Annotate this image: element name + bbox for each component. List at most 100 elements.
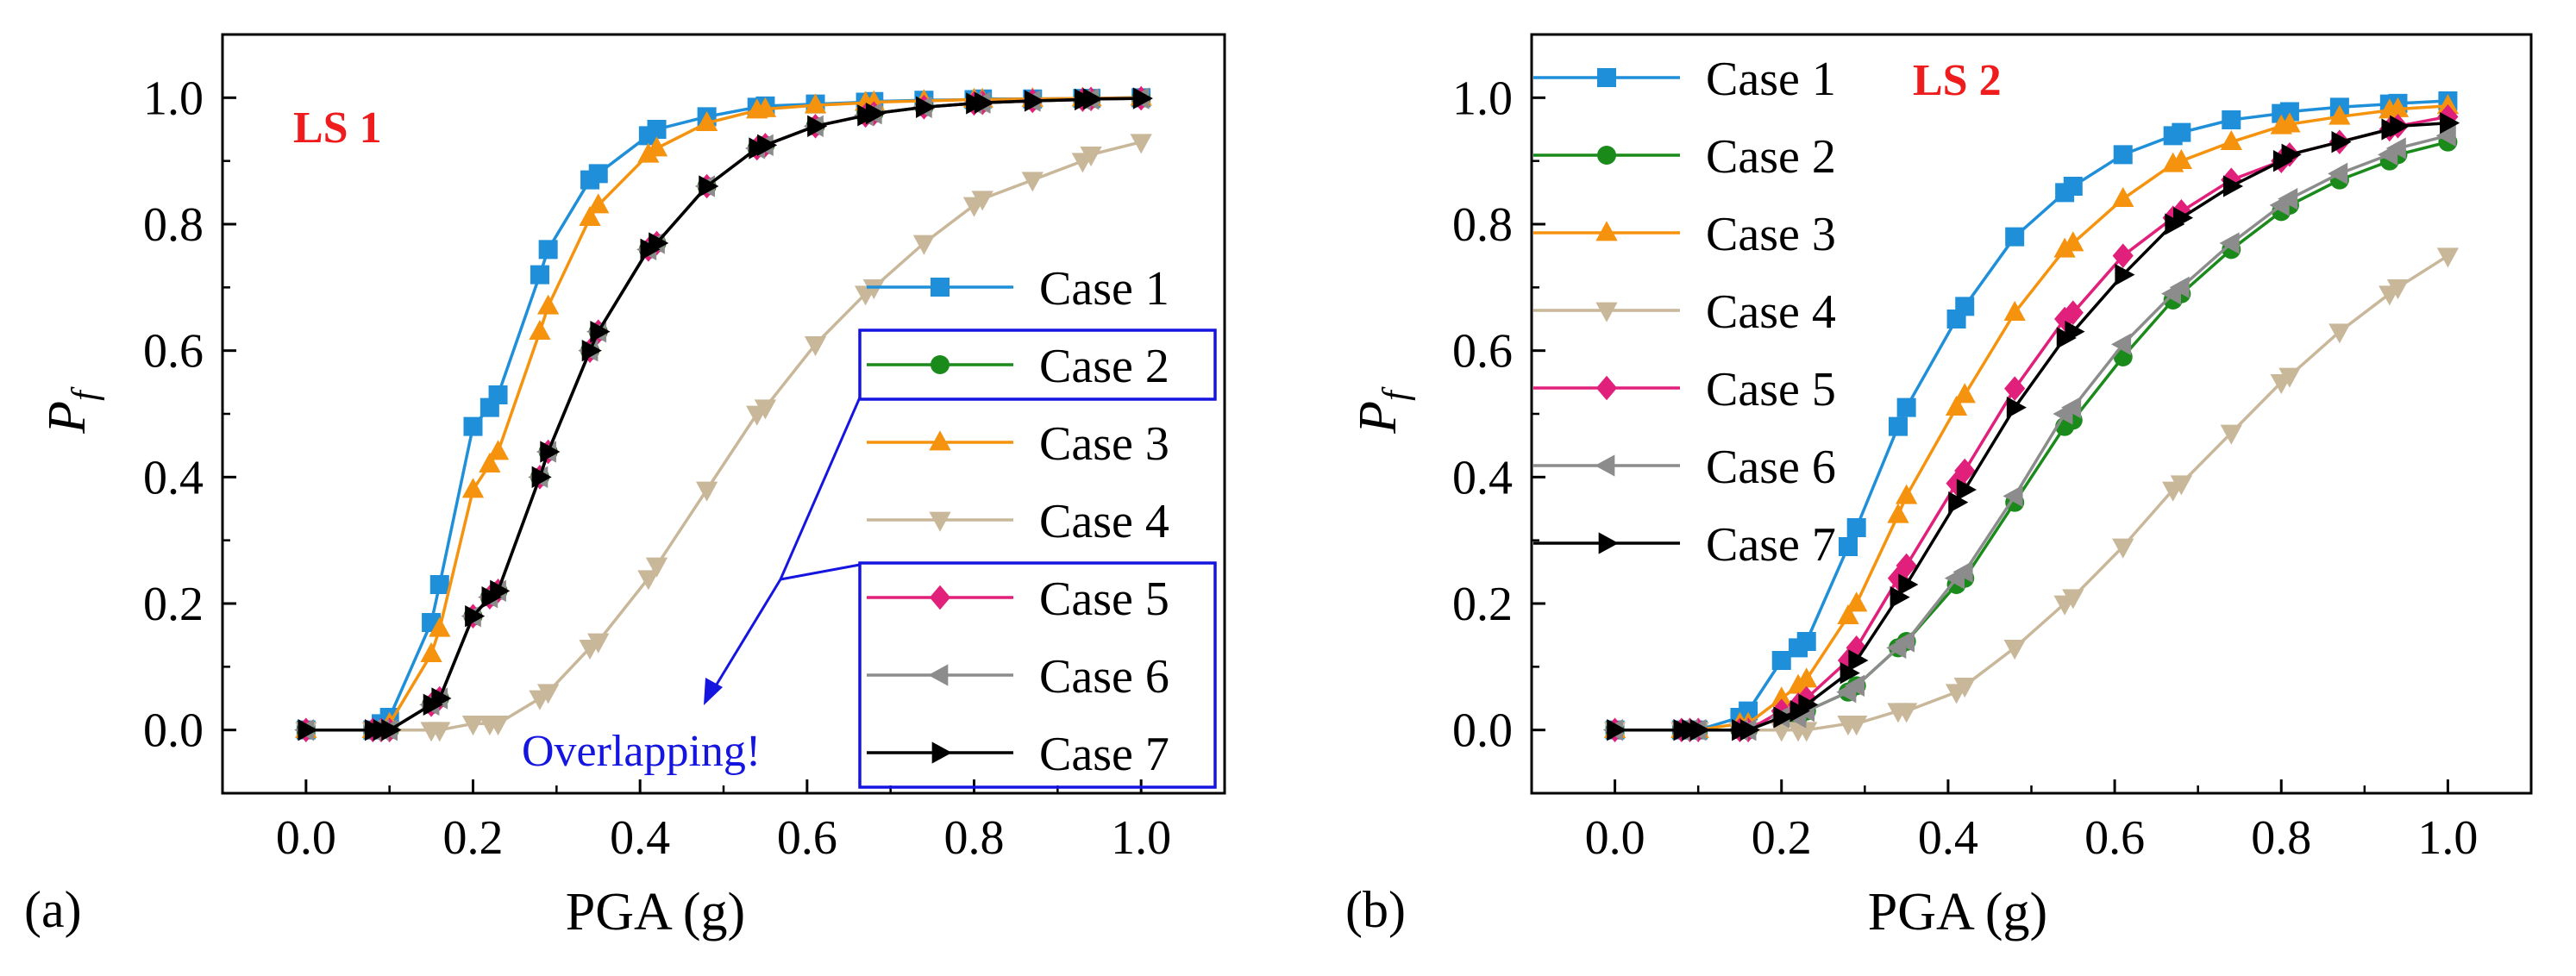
data-point: [2328, 323, 2351, 344]
data-point: [1130, 134, 1152, 154]
x-tick-label: 0.2: [443, 811, 504, 865]
x-tick-label: 1.0: [1111, 811, 1171, 865]
y-tick-label: 0.0: [1452, 704, 1513, 758]
x-tick-label: 1.0: [2417, 811, 2478, 865]
legend-marker: [931, 278, 950, 297]
x-tick-label: 0.8: [2251, 811, 2311, 865]
legend-marker: [928, 664, 949, 686]
data-point: [1895, 484, 1918, 504]
y-axis-title-main: P: [38, 401, 97, 435]
data-point: [1887, 503, 1909, 523]
data-point: [2062, 300, 2084, 325]
data-point: [2113, 145, 2133, 165]
data-point: [1796, 667, 1818, 688]
data-point: [581, 340, 602, 362]
data-point: [2390, 115, 2410, 137]
data-point: [1844, 674, 1865, 697]
data-point: [2004, 376, 2026, 401]
data-point: [530, 265, 549, 285]
data-point: [1898, 573, 1919, 596]
x-tick-label: 0.0: [1585, 811, 1645, 865]
data-point: [2112, 538, 2134, 559]
data-point: [647, 120, 667, 139]
x-tick-label: 0.4: [610, 811, 670, 865]
data-point: [971, 191, 993, 211]
data-point: [490, 579, 511, 602]
data-point: [1021, 172, 1044, 192]
data-point: [1080, 146, 1102, 167]
data-point: [381, 719, 402, 741]
data-point: [486, 715, 510, 736]
data-point: [2006, 397, 2027, 419]
legend-label: Case 1: [1039, 262, 1169, 316]
data-point: [1954, 458, 1976, 484]
data-point: [1771, 686, 1793, 707]
data-point: [2279, 102, 2299, 122]
data-point: [912, 235, 936, 255]
data-point: [1840, 662, 1860, 685]
data-point: [1953, 383, 1976, 404]
data-point: [2063, 177, 2083, 196]
data-point: [2003, 639, 2026, 660]
data-point: [1132, 87, 1153, 109]
data-point: [488, 385, 508, 404]
data-point: [695, 481, 718, 502]
data-point: [1796, 722, 1818, 742]
legend-label: Case 1: [1706, 53, 1836, 106]
panel-a: 0.0 0.2 0.4 0.6 0.8 1.0 0.0 0.2 0.4 0.6 0.8 1.0 PGA …: [24, 33, 1226, 942]
legend-label: Case 5: [1039, 572, 1169, 626]
legend-label: Case 5: [1706, 363, 1836, 416]
data-point: [486, 440, 510, 460]
data-point: [2220, 424, 2242, 445]
data-point: [757, 134, 778, 156]
legend-marker: [931, 741, 952, 764]
y-tick-label: 1.0: [1452, 72, 1513, 125]
data-point: [2062, 231, 2084, 252]
data-point: [1771, 651, 1791, 670]
overlap-connector: [779, 397, 862, 580]
data-point: [588, 164, 608, 184]
data-point: [1082, 88, 1103, 110]
data-point: [1773, 706, 1794, 729]
overlap-box-case2: [858, 328, 1217, 401]
data-point: [1846, 635, 1867, 660]
legend-label: Case 7: [1039, 728, 1169, 781]
legend-label: Case 6: [1706, 441, 1836, 494]
data-point: [1846, 715, 1868, 736]
data-point: [2054, 306, 2076, 332]
legend-marker: [1595, 302, 1618, 322]
data-point: [1839, 537, 1858, 556]
legend-label: Case 2: [1039, 340, 1169, 393]
data-point: [2003, 300, 2026, 322]
data-point: [2112, 243, 2134, 268]
data-point: [298, 719, 318, 741]
legend-label: Case 4: [1039, 495, 1169, 548]
data-point: [2062, 589, 2084, 610]
overlap-connector: [780, 563, 861, 581]
data-point: [2170, 475, 2192, 496]
data-point: [2328, 162, 2348, 185]
data-point: [807, 115, 828, 137]
data-point: [974, 91, 994, 114]
y-tick-label: 0.4: [143, 451, 204, 504]
data-point: [2328, 104, 2351, 125]
data-point: [804, 93, 827, 114]
data-point: [463, 416, 483, 436]
data-point: [1771, 722, 1793, 742]
data-point: [1837, 604, 1859, 625]
x-axis-title: PGA (g): [566, 883, 745, 942]
data-point: [2281, 143, 2302, 166]
data-point: [637, 570, 660, 591]
data-point: [2061, 397, 2082, 419]
data-point: [1739, 719, 1760, 741]
legend-label: Case 2: [1706, 130, 1836, 184]
y-tick-label: 0.2: [1452, 578, 1513, 631]
data-point: [2278, 367, 2301, 388]
data-point: [2385, 137, 2406, 160]
data-point: [2440, 112, 2460, 135]
data-point: [2110, 333, 2132, 355]
y-tick-label: 0.6: [143, 325, 204, 379]
legend-marker: [1595, 454, 1615, 477]
data-point: [2222, 175, 2244, 197]
